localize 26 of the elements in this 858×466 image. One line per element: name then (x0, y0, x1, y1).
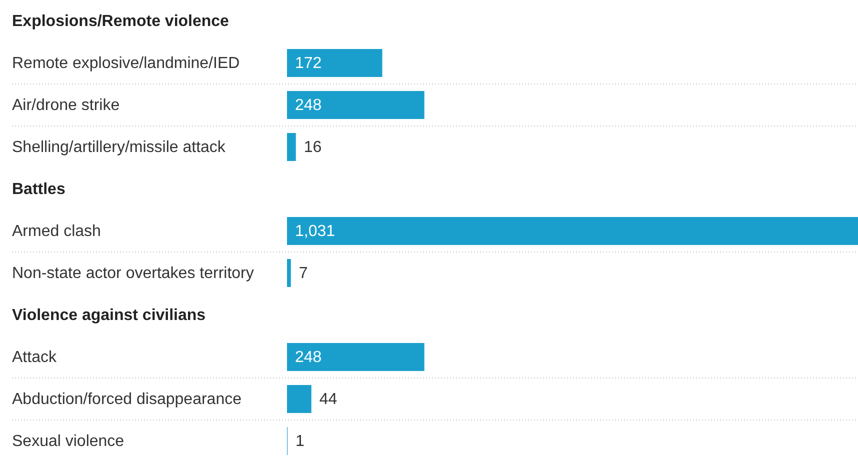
data-label: 44 (319, 391, 338, 408)
y-tick-label: Air/drone strike (12, 97, 120, 114)
y-tick-label: Remote explosive/landmine/IED (12, 55, 240, 72)
bar (287, 259, 291, 287)
y-tick-label: Armed clash (12, 223, 101, 240)
y-tick-label: Violence against civilians (12, 307, 206, 324)
bar (287, 217, 858, 245)
y-tick-label: Abduction/forced disappearance (12, 391, 242, 408)
y-tick-label: Attack (12, 349, 58, 366)
data-label: 248 (295, 97, 322, 114)
bar (287, 343, 424, 371)
data-label: 248 (295, 349, 322, 366)
data-label: 16 (304, 139, 322, 156)
bar (287, 133, 296, 161)
data-label: 1 (296, 433, 305, 450)
y-tick-label: Shelling/artillery/missile attack (12, 139, 226, 156)
y-tick-label: Sexual violence (12, 433, 124, 450)
y-tick-label: Explosions/Remote violence (12, 13, 230, 30)
bar (287, 91, 424, 119)
y-tick-label: Battles (12, 181, 66, 198)
bar (287, 49, 382, 77)
data-label: 172 (295, 55, 322, 72)
data-label: 1,031 (295, 223, 336, 240)
data-label: 7 (298, 265, 308, 282)
bar (287, 385, 312, 413)
y-tick-label: Non-state actor overtakes territory (12, 265, 254, 282)
